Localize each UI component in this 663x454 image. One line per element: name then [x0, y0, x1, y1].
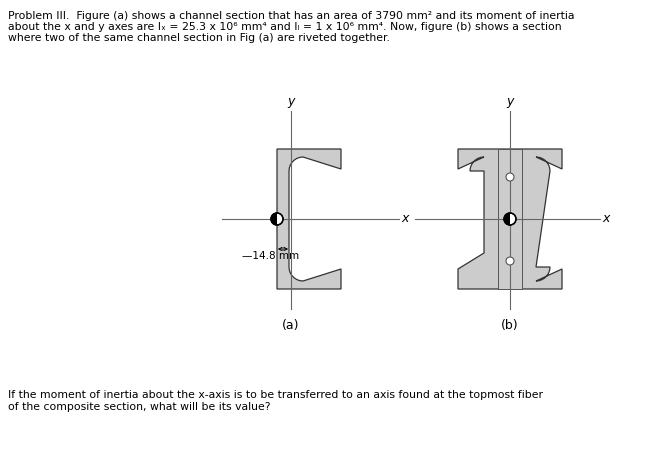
Wedge shape	[271, 213, 277, 225]
Circle shape	[506, 257, 514, 265]
Text: (b): (b)	[501, 319, 519, 332]
Text: where two of the same channel section in Fig (a) are riveted together.: where two of the same channel section in…	[8, 33, 390, 43]
Polygon shape	[277, 149, 341, 289]
Circle shape	[504, 213, 516, 225]
Text: —14.8 mm: —14.8 mm	[243, 251, 300, 261]
Text: x: x	[401, 212, 408, 226]
Circle shape	[506, 173, 514, 181]
Text: Problem III.  Figure (a) shows a channel section that has an area of 3790 mm² an: Problem III. Figure (a) shows a channel …	[8, 11, 575, 21]
Wedge shape	[504, 213, 510, 225]
Text: (a): (a)	[282, 319, 300, 332]
Circle shape	[271, 213, 283, 225]
Text: y: y	[507, 95, 514, 108]
Text: about the x and y axes are Iₓ = 25.3 x 10⁶ mm⁴ and Iₗ = 1 x 10⁶ mm⁴. Now, figure: about the x and y axes are Iₓ = 25.3 x 1…	[8, 22, 562, 32]
Polygon shape	[458, 149, 562, 289]
Text: y: y	[287, 95, 294, 108]
Text: If the moment of inertia about the x-axis is to be transferred to an axis found : If the moment of inertia about the x-axi…	[8, 390, 543, 412]
Text: x: x	[602, 212, 609, 226]
Bar	[498, 149, 522, 289]
